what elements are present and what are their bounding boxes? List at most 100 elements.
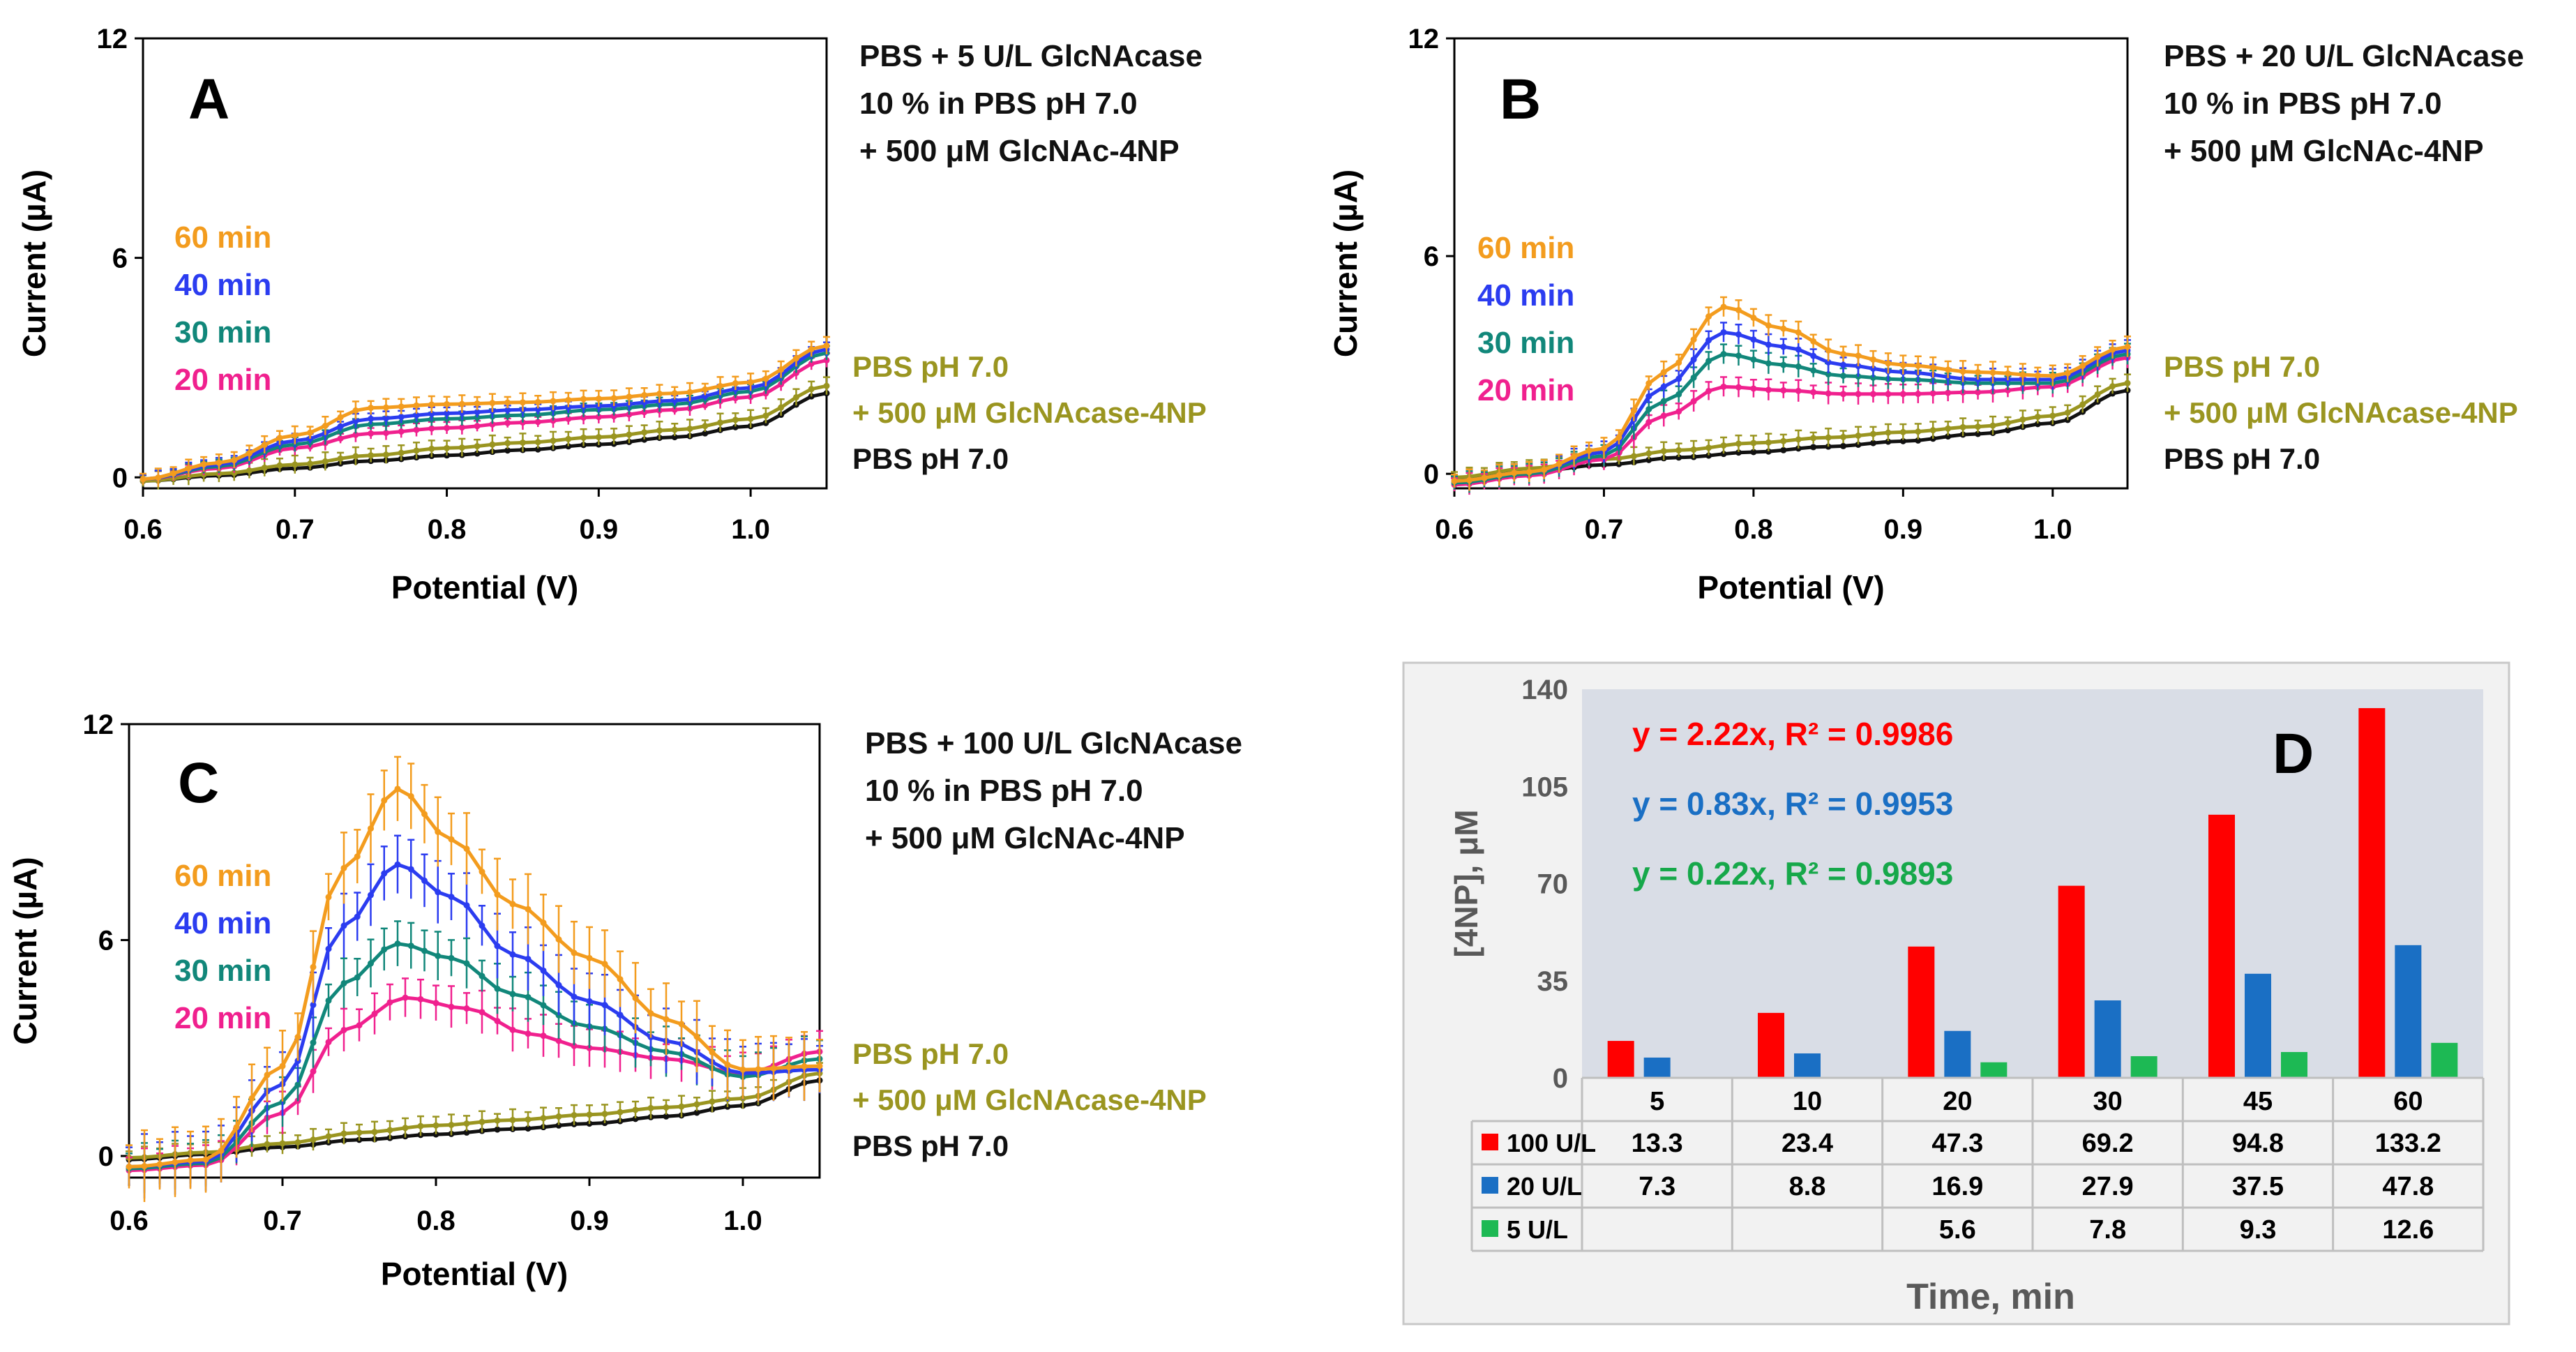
- trendline-equation: y = 0.22x, R² = 0.9893: [1632, 855, 1953, 892]
- data-point: [368, 892, 374, 899]
- data-point: [432, 1000, 439, 1007]
- data-point: [770, 1065, 777, 1072]
- x-axis-label: Potential (V): [391, 569, 578, 606]
- data-point: [808, 345, 815, 352]
- data-point: [386, 1127, 393, 1134]
- data-point: [1720, 351, 1727, 358]
- data-point: [474, 409, 481, 416]
- data-point: [509, 1026, 516, 1033]
- series-60-min: [126, 756, 823, 1202]
- category-label: 60: [2393, 1087, 2423, 1116]
- data-point: [555, 1037, 562, 1044]
- data-point: [155, 474, 162, 481]
- data-point: [739, 1066, 746, 1073]
- data-point: [417, 996, 424, 1002]
- x-tick-label: 0.7: [263, 1205, 302, 1236]
- data-point: [1705, 337, 1712, 344]
- table-cell: 69.2: [2082, 1129, 2134, 1158]
- bar-20-u-l: [1944, 1030, 1971, 1078]
- table-cell: 7.3: [1639, 1172, 1675, 1201]
- y-tick-label: 6: [98, 926, 114, 956]
- data-point: [1929, 390, 1936, 397]
- data-point: [732, 416, 739, 423]
- data-point: [1989, 422, 1996, 429]
- category-label: 5: [1650, 1087, 1664, 1116]
- data-point: [463, 1005, 470, 1012]
- data-point: [435, 952, 442, 959]
- condition-text: PBS + 20 U/L GlcNAcase: [2164, 39, 2524, 73]
- data-point: [671, 406, 678, 413]
- data-point: [187, 1157, 194, 1164]
- data-point: [2004, 370, 2011, 377]
- data-point: [1705, 357, 1712, 364]
- data-point: [2124, 380, 2131, 386]
- data-point: [413, 447, 420, 454]
- data-point: [1899, 428, 1906, 435]
- data-point: [709, 1049, 716, 1056]
- data-point: [762, 375, 769, 382]
- data-point: [352, 407, 359, 414]
- data-point: [540, 967, 547, 974]
- data-point: [504, 447, 511, 454]
- data-point: [1705, 452, 1712, 459]
- data-point: [489, 441, 496, 448]
- data-point: [310, 1001, 317, 1008]
- data-point: [489, 400, 496, 407]
- data-point: [686, 389, 693, 396]
- data-point: [340, 922, 347, 929]
- series-line: [1454, 356, 2128, 487]
- data-point: [2124, 343, 2131, 350]
- data-point: [494, 1018, 501, 1025]
- data-point: [479, 869, 485, 876]
- data-point: [382, 451, 389, 458]
- series-line: [142, 347, 827, 481]
- data-point: [663, 1104, 670, 1111]
- data-point: [1869, 374, 1876, 381]
- data-point: [565, 435, 572, 442]
- data-point: [1945, 366, 1952, 373]
- data-point: [407, 942, 414, 949]
- data-point: [444, 444, 451, 451]
- data-point: [494, 891, 501, 898]
- data-point: [1660, 383, 1667, 390]
- data-point: [1735, 449, 1742, 456]
- data-point: [1675, 391, 1682, 398]
- data-point: [626, 393, 633, 400]
- data-point: [231, 457, 238, 464]
- control-label: PBS pH 7.0: [852, 442, 1009, 475]
- series-pbs-ph-7-0: [126, 1077, 823, 1163]
- data-point: [1915, 437, 1922, 444]
- data-point: [1795, 445, 1802, 452]
- data-point: [778, 366, 785, 373]
- panel-B: 0 6 12 0.6 0.7 0.8 0.9 1.0 Potential (V) Current …: [1327, 24, 2524, 606]
- data-point: [678, 1103, 685, 1110]
- data-point: [202, 1156, 209, 1163]
- data-point: [185, 465, 192, 472]
- data-point: [693, 1101, 700, 1108]
- data-point: [352, 417, 359, 424]
- data-point: [1705, 313, 1712, 320]
- data-point: [626, 431, 633, 438]
- data-point: [632, 1116, 639, 1122]
- data-point: [555, 1113, 562, 1120]
- data-point: [519, 399, 526, 406]
- x-tick-label: 0.9: [1884, 514, 1923, 545]
- data-point: [264, 1141, 271, 1148]
- data-point: [509, 1116, 516, 1123]
- data-point: [525, 1116, 532, 1123]
- y-tick-label: 12: [97, 24, 128, 54]
- data-point: [1720, 451, 1727, 458]
- data-point: [216, 459, 223, 466]
- data-point: [571, 993, 578, 1000]
- data-point: [444, 424, 451, 431]
- data-point: [2019, 416, 2026, 423]
- data-point: [261, 442, 268, 449]
- data-point: [1720, 383, 1727, 390]
- data-point: [474, 423, 481, 430]
- data-point: [808, 360, 815, 367]
- data-point: [555, 1122, 562, 1129]
- table-cell: 7.8: [2089, 1215, 2126, 1245]
- time-label: 40 min: [174, 268, 271, 302]
- data-point: [571, 949, 578, 956]
